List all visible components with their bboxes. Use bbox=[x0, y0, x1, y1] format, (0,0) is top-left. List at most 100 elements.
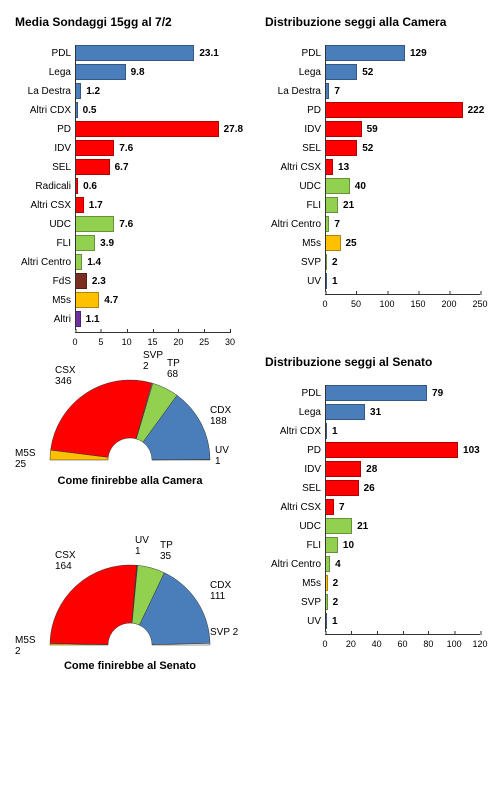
poll-average-chart-label: Altri bbox=[15, 314, 75, 325]
camera-arc-chart-slice-label: TP68 bbox=[167, 358, 180, 380]
senato-seats-chart-row: FLI10 bbox=[265, 537, 490, 553]
camera-seats-chart-bar-container: 40 bbox=[325, 178, 490, 194]
camera-seats-chart-bar-container: 129 bbox=[325, 45, 490, 61]
camera-seats-chart-row: FLI21 bbox=[265, 197, 490, 213]
senato-arc-chart: M5S2CSX164UV1TP35CDX111SVP 2Come finireb… bbox=[15, 535, 245, 685]
senato-seats-chart-label: FLI bbox=[265, 540, 325, 551]
senato-seats-chart-value: 4 bbox=[332, 556, 341, 572]
poll-average-chart-value: 1.2 bbox=[83, 83, 100, 99]
poll-average-chart-row: Altri 1.1 bbox=[15, 311, 240, 327]
camera-seats-chart-tick: 200 bbox=[441, 295, 456, 309]
poll-average-chart-label: PDL bbox=[15, 48, 75, 59]
senato-seats-chart-bar bbox=[325, 537, 338, 553]
senato-seats-chart-label: UDC bbox=[265, 521, 325, 532]
poll-average-chart-tick: 20 bbox=[173, 333, 183, 347]
camera-seats-chart-label: SVP bbox=[265, 257, 325, 268]
camera-seats-chart-value: 25 bbox=[343, 235, 357, 251]
poll-average-chart-bar-container: 23.1 bbox=[75, 45, 240, 61]
poll-average-chart-bar bbox=[75, 197, 84, 213]
camera-seats-chart-row: UV1 bbox=[265, 273, 490, 289]
senato-seats-chart-value: 103 bbox=[460, 442, 480, 458]
poll-average-chart-bar bbox=[75, 254, 82, 270]
poll-average-chart-label: Altri CSX bbox=[15, 200, 75, 211]
poll-average-chart-row: SEL6.7 bbox=[15, 159, 240, 175]
poll-average-chart-value: 23.1 bbox=[196, 45, 218, 61]
camera-seats-chart-label: Altri Centro bbox=[265, 219, 325, 230]
poll-average-chart-label: Altri Centro bbox=[15, 257, 75, 268]
poll-average-chart-row: M5s4.7 bbox=[15, 292, 240, 308]
poll-average-chart-tick: 25 bbox=[199, 333, 209, 347]
senato-arc-chart-slice-label: CDX111 bbox=[210, 580, 231, 602]
camera-seats-chart-bar bbox=[325, 178, 350, 194]
senato-arc-chart-slice-label: CSX164 bbox=[55, 550, 76, 572]
camera-seats-chart-bar bbox=[325, 121, 362, 137]
poll-average-chart-row: PDL 23.1 bbox=[15, 45, 240, 61]
camera-seats-chart-bar-container: 52 bbox=[325, 140, 490, 156]
senato-seats-chart-tick: 100 bbox=[447, 635, 462, 649]
camera-seats-chart-tick: 100 bbox=[379, 295, 394, 309]
camera-seats-chart-bar bbox=[325, 140, 357, 156]
senato-seats-chart-bar bbox=[325, 499, 334, 515]
poll-average-chart-row: FdS2.3 bbox=[15, 273, 240, 289]
senato-seats-chart-label: Altri CSX bbox=[265, 502, 325, 513]
poll-average-chart-tick: 30 bbox=[225, 333, 235, 347]
camera-seats-chart-label: SEL bbox=[265, 143, 325, 154]
poll-average-chart-bar-container: 0.6 bbox=[75, 178, 240, 194]
camera-arc-chart-caption: Come finirebbe alla Camera bbox=[15, 475, 245, 487]
senato-seats-chart-label: PD bbox=[265, 445, 325, 456]
senato-arc-chart-slice-label: UV1 bbox=[135, 535, 149, 557]
camera-seats-chart-value: 7 bbox=[331, 83, 340, 99]
camera-seats-chart-row: PD222 bbox=[265, 102, 490, 118]
senato-seats-chart-row: SEL26 bbox=[265, 480, 490, 496]
senato-seats-chart-row: SVP2 bbox=[265, 594, 490, 610]
poll-average-chart-value: 4.7 bbox=[101, 292, 118, 308]
poll-average-chart-bar bbox=[75, 216, 114, 232]
senato-seats-chart-tick: 60 bbox=[397, 635, 407, 649]
poll-average-chart-label: Lega bbox=[15, 67, 75, 78]
poll-average-chart-label: PD bbox=[15, 124, 75, 135]
camera-seats-chart-bar-container: 222 bbox=[325, 102, 490, 118]
poll-average-chart-yaxis bbox=[75, 45, 76, 330]
poll-average-chart-bar-container: 1.7 bbox=[75, 197, 240, 213]
camera-arc-chart: M5S25CSX346SVP2TP68CDX188UV1Come finireb… bbox=[15, 350, 245, 500]
poll-average-chart-bar bbox=[75, 159, 110, 175]
camera-seats-chart-label: La Destra bbox=[265, 86, 325, 97]
senato-seats-chart-row: Altri CDX 1 bbox=[265, 423, 490, 439]
senato-seats-chart-bar bbox=[325, 442, 458, 458]
poll-average-chart-value: 0.5 bbox=[80, 102, 97, 118]
senato-seats-chart-tick: 20 bbox=[346, 635, 356, 649]
senato-seats-chart-value: 1 bbox=[329, 423, 338, 439]
camera-seats-chart-bar-container: 59 bbox=[325, 121, 490, 137]
senato-seats-chart-bar-container: 2 bbox=[325, 575, 490, 591]
poll-average-chart-row: PD27.8 bbox=[15, 121, 240, 137]
senato-seats-chart-label: Altri CDX bbox=[265, 426, 325, 437]
poll-average-chart-row: FLI3.9 bbox=[15, 235, 240, 251]
camera-seats-chart-value: 7 bbox=[331, 216, 340, 232]
senato-seats-chart-value: 2 bbox=[330, 594, 339, 610]
camera-seats-chart-value: 129 bbox=[407, 45, 427, 61]
poll-average-chart-bar-container: 6.7 bbox=[75, 159, 240, 175]
poll-average-chart-tick: 0 bbox=[72, 333, 77, 347]
camera-arc-chart-slice-label: CDX188 bbox=[210, 405, 231, 427]
poll-average-chart-label: UDC bbox=[15, 219, 75, 230]
camera-seats-chart-title: Distribuzione seggi alla Camera bbox=[265, 15, 490, 29]
camera-arc-chart-slice-label: CSX346 bbox=[55, 365, 76, 387]
senato-seats-chart-bar-container: 1 bbox=[325, 613, 490, 629]
poll-average-chart-title: Media Sondaggi 15gg al 7/2 bbox=[15, 15, 240, 29]
camera-seats-chart-row: Lega52 bbox=[265, 64, 490, 80]
poll-average-chart-value: 1.4 bbox=[84, 254, 101, 270]
poll-average-chart-value: 1.1 bbox=[83, 311, 100, 327]
poll-average-chart-xaxis: 051015202530 bbox=[75, 332, 230, 333]
camera-seats-chart-label: FLI bbox=[265, 200, 325, 211]
camera-arc-chart-slice bbox=[51, 380, 152, 457]
senato-seats-chart-bar-container: 10 bbox=[325, 537, 490, 553]
camera-seats-chart-bar-container: 52 bbox=[325, 64, 490, 80]
poll-average-chart-bar-container: 27.8 bbox=[75, 121, 240, 137]
senato-seats-chart-label: Altri Centro bbox=[265, 559, 325, 570]
poll-average-chart-bar-container: 1.2 bbox=[75, 83, 240, 99]
senato-seats-chart-tick: 80 bbox=[423, 635, 433, 649]
poll-average-chart-value: 3.9 bbox=[97, 235, 114, 251]
camera-seats-chart-bar-container: 13 bbox=[325, 159, 490, 175]
camera-seats-chart-tick: 250 bbox=[472, 295, 487, 309]
senato-arc-chart-slice-label: M5S2 bbox=[15, 635, 36, 657]
